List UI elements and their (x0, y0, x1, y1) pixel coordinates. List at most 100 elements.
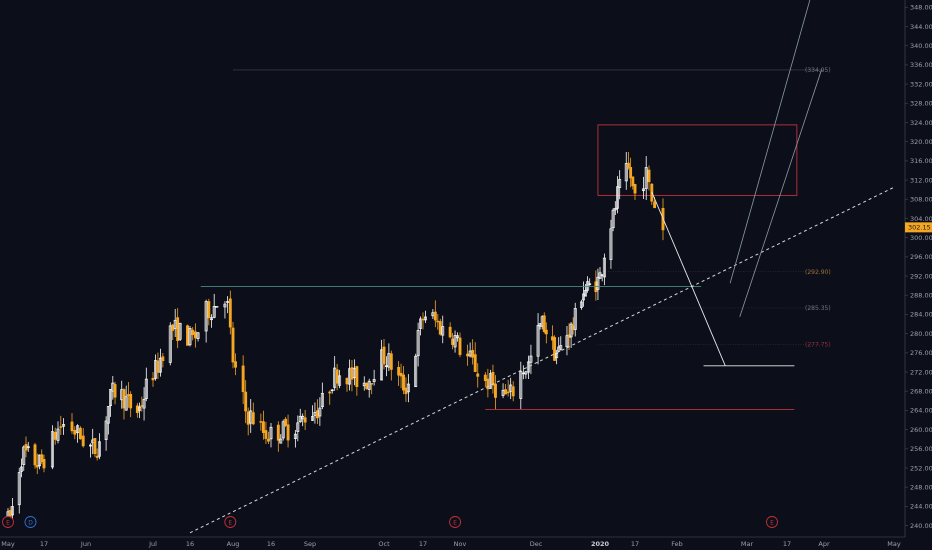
supply-zone[interactable] (597, 124, 798, 196)
candle-body (215, 306, 219, 308)
candle (70, 413, 74, 434)
candle (644, 156, 648, 200)
time-axis[interactable]: May 17 Jun Jul 16 Aug 16 Sep Oct 17 Nov Dec 2020 17 Fe… (0, 536, 905, 550)
earnings-marker[interactable]: E (766, 516, 778, 528)
candle (624, 151, 628, 190)
dividend-marker[interactable]: D (24, 516, 37, 528)
candle-body (293, 433, 297, 439)
candle (191, 327, 195, 341)
candle (613, 201, 617, 215)
candle (26, 442, 30, 452)
candle (303, 409, 307, 431)
time-tick-label: Mar (741, 540, 754, 548)
candle-body (24, 444, 28, 451)
candle (269, 423, 273, 448)
candle-body (78, 427, 82, 440)
candle (506, 379, 510, 397)
candle (542, 312, 546, 334)
lower-channel-line[interactable] (739, 69, 822, 317)
candle (161, 353, 165, 368)
price-axis[interactable]: 240.00 244.00 248.00 252.00 256.00 260.00 264.… (904, 0, 932, 550)
event-marker-circle[interactable] (766, 516, 778, 528)
candle-body (140, 405, 144, 407)
upper-channel-line[interactable] (729, 0, 824, 284)
event-marker-circle[interactable] (2, 516, 14, 528)
time-tick-label: Apr (818, 540, 830, 548)
event-marker-circle[interactable] (449, 516, 462, 528)
candle-body (109, 389, 113, 406)
candle-body (633, 183, 637, 194)
candle (251, 402, 255, 426)
projection-path[interactable] (651, 191, 726, 366)
candle-body (89, 444, 92, 447)
candle-body (70, 421, 74, 432)
candle (544, 322, 548, 344)
candle (355, 365, 359, 396)
candle-body (511, 386, 515, 397)
candle (267, 431, 270, 445)
candle-body (582, 293, 585, 301)
candle-body (320, 392, 324, 408)
candle (483, 372, 487, 388)
candle-body (618, 179, 622, 188)
candle-body (188, 328, 192, 346)
candle-body (355, 366, 359, 388)
candle (456, 332, 459, 342)
time-tick-label: Dec (530, 540, 543, 548)
candle-body (451, 338, 455, 345)
candle-body (456, 335, 459, 339)
candle-body (436, 320, 440, 323)
candle (284, 417, 288, 427)
candle (73, 426, 77, 440)
candle-body (259, 421, 263, 423)
price-marker-label: (277.75) (805, 342, 831, 349)
time-tick-label: May (887, 540, 901, 548)
candle-body (404, 387, 408, 395)
candle-body (267, 438, 270, 442)
candle (93, 438, 97, 457)
drawings[interactable] (189, 0, 895, 534)
candle-body (196, 332, 200, 339)
candle (35, 453, 39, 475)
candle-body (186, 325, 189, 346)
candle (50, 425, 54, 470)
candle (631, 176, 635, 190)
trendline[interactable] (189, 186, 895, 534)
candle-body (158, 357, 162, 373)
candle-body (397, 366, 401, 376)
supply-zone-box[interactable] (597, 124, 798, 196)
candle (573, 302, 577, 337)
event-marker-circle[interactable] (224, 516, 237, 528)
earnings-marker[interactable]: E (224, 516, 237, 528)
candle-body (476, 373, 480, 377)
event-marker-circle[interactable] (24, 516, 37, 528)
candle (215, 306, 219, 308)
candle (433, 300, 437, 328)
candle (281, 419, 285, 441)
candle (296, 415, 300, 442)
candle-body (483, 374, 487, 381)
price-tick-label: 248.00 (910, 484, 932, 492)
candle-body (624, 163, 628, 182)
earnings-marker[interactable]: E (449, 516, 462, 528)
earnings-marker[interactable]: E (2, 516, 14, 528)
candle-body (106, 406, 110, 424)
candle (196, 332, 200, 342)
time-axis-background (0, 537, 905, 550)
time-tick-label: Nov (454, 540, 467, 548)
candle-body (22, 446, 26, 465)
candle (529, 344, 533, 375)
event-marker-label: D (28, 519, 33, 526)
candle (42, 454, 46, 473)
candle (441, 315, 445, 344)
candle (618, 170, 622, 200)
candle-body (466, 353, 470, 357)
candle (320, 382, 324, 410)
time-tick-label: 17 (40, 540, 48, 548)
time-tick-label: 2020 (591, 540, 610, 548)
event-marker-label: E (453, 519, 457, 526)
